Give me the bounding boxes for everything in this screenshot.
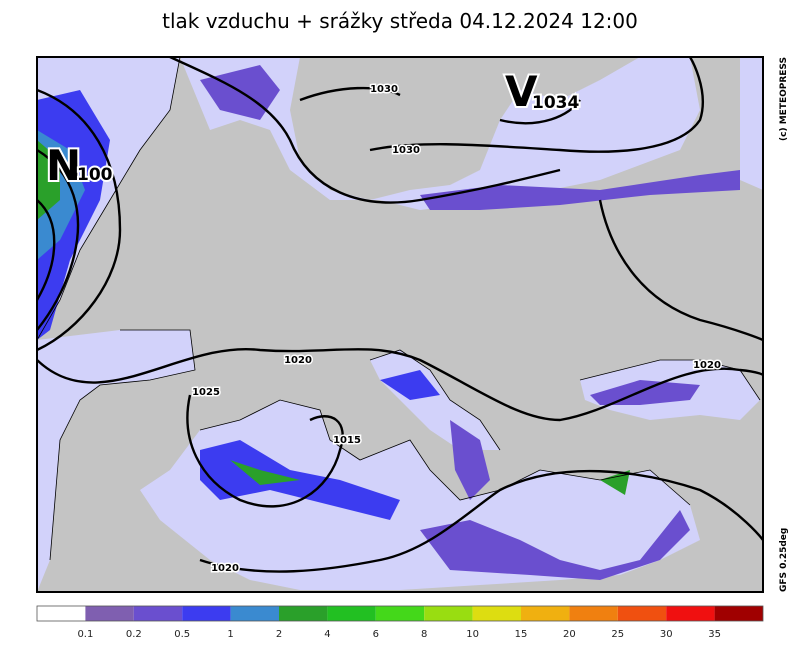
color-legend: 0.1 0.2 0.5 1 2 4 6 8 10 15 20 25 30 35: [36, 605, 764, 640]
legend-frame: [36, 605, 764, 622]
legend-swatch: [37, 606, 86, 621]
isobar-label: 1025: [192, 387, 220, 398]
isobars: [37, 57, 763, 573]
legend-label: 0.1: [77, 629, 93, 640]
isobar-label: 1015: [333, 435, 361, 446]
model-name: GFS 0.25deg: [779, 528, 789, 592]
legend-label: 20: [563, 629, 576, 640]
legend-swatch: [182, 606, 231, 621]
isobar-label: 1020: [284, 355, 312, 366]
legend-swatch: [472, 606, 521, 621]
map-title: tlak vzduchu + srážky středa 04.12.2024 …: [162, 9, 638, 33]
high-value: 1034: [532, 93, 579, 113]
legend-label: 4: [324, 629, 330, 640]
low-value: 100: [77, 165, 113, 185]
isobar-label: 1020: [693, 360, 721, 371]
legend-swatch: [569, 606, 618, 621]
legend-label: 30: [660, 629, 673, 640]
legend-label: 6: [373, 629, 379, 640]
legend-label: 25: [611, 629, 624, 640]
map-area: 1030 1030 1020 1025 1015 1020 1020 V 103…: [37, 57, 763, 592]
legend-label: 8: [421, 629, 427, 640]
high-letter: V: [505, 67, 538, 116]
legend-swatch: [714, 606, 763, 621]
isobar-label: 1030: [370, 84, 398, 95]
legend-swatch: [279, 606, 328, 621]
legend-swatch: [666, 606, 715, 621]
legend-swatch: [375, 606, 425, 621]
low-letter: N: [46, 141, 81, 190]
precipitation: [37, 65, 740, 580]
legend-swatch: [617, 606, 667, 621]
pressure-centers: V 1034 N 100: [44, 65, 581, 192]
legend-label: 1: [227, 629, 233, 640]
legend-swatch: [230, 606, 279, 621]
legend-label: 35: [708, 629, 721, 640]
legend-swatch: [85, 606, 134, 621]
legend-swatch: [424, 606, 473, 621]
isobar-label: 1020: [211, 563, 239, 574]
legend-label: 0.2: [126, 629, 142, 640]
legend-swatch: [327, 606, 376, 621]
isobar-label: 1030: [392, 145, 420, 156]
legend-label: 2: [276, 629, 282, 640]
legend-label: 10: [466, 629, 479, 640]
copyright: (c) METEOPRESS: [779, 57, 789, 141]
map-frame: [36, 56, 764, 593]
legend-swatch: [521, 606, 570, 621]
legend-label: 0.5: [174, 629, 190, 640]
legend-label: 15: [515, 629, 528, 640]
legend-swatch: [133, 606, 183, 621]
